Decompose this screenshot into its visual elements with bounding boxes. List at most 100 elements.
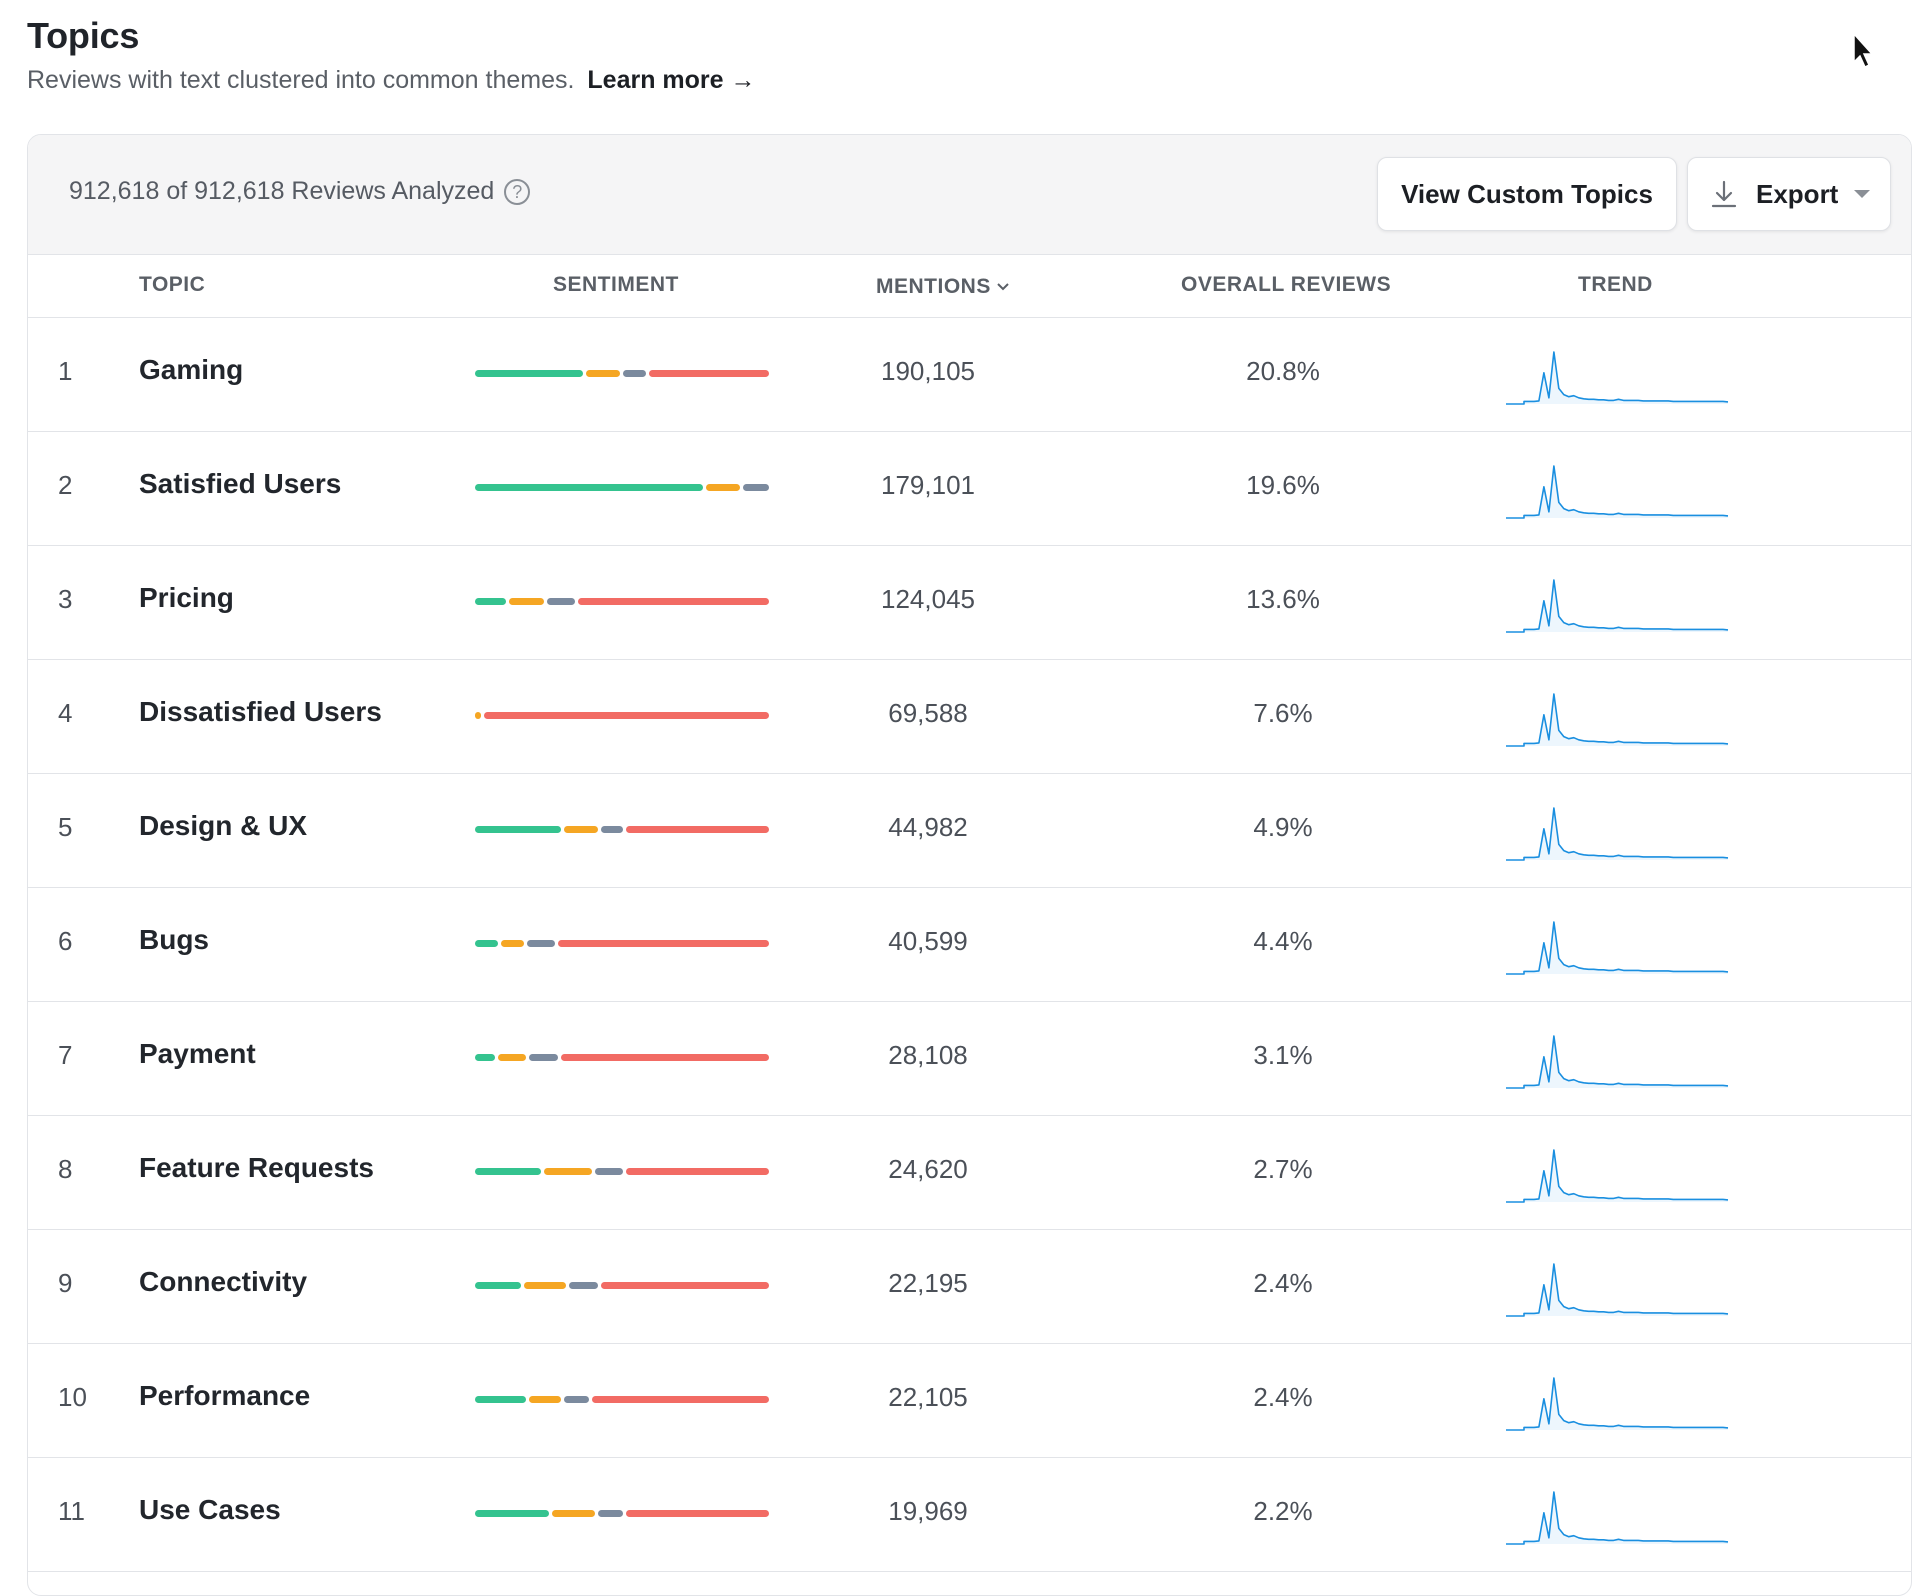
table-row[interactable]: 1 Gaming 190,105 20.8%	[28, 318, 1911, 432]
help-icon[interactable]: ?	[504, 178, 531, 205]
trend-line	[1506, 921, 1729, 975]
sentiment-segment-positive	[475, 826, 561, 833]
topics-card: 912,618 of 912,618 Reviews Analyzed ? Vi…	[27, 134, 1912, 1596]
mentions-value: 40,599	[888, 926, 968, 956]
column-header-mentions[interactable]: MENTIONS	[876, 275, 1009, 299]
sentiment-segment-neutral	[546, 598, 576, 605]
trend-line	[1506, 807, 1729, 861]
trend-line	[1506, 1035, 1729, 1089]
topic-name[interactable]: Performance	[139, 1380, 311, 1411]
table-row[interactable]: 11 Use Cases 19,969 2.2%	[28, 1458, 1911, 1572]
column-header-overall-reviews[interactable]: OVERALL REVIEWS	[1181, 273, 1392, 296]
table-row[interactable]: 8 Feature Requests 24,620 2.7%	[28, 1116, 1911, 1230]
sentiment-segment-neutral	[623, 370, 647, 377]
table-row[interactable]: 10 Performance 22,105 2.4%	[28, 1344, 1911, 1458]
learn-more-link[interactable]: Learn more →	[587, 66, 756, 94]
topic-name[interactable]: Bugs	[139, 924, 209, 955]
trend-line	[1506, 693, 1729, 747]
table-row[interactable]: 2 Satisfied Users 179,101 19.6%	[28, 432, 1911, 546]
trend-sparkline[interactable]	[1481, 576, 1757, 636]
trend-line	[1506, 351, 1729, 405]
sentiment-bar[interactable]	[475, 940, 769, 947]
topic-rank: 1	[58, 356, 73, 386]
table-row[interactable]: 3 Pricing 124,045 13.6%	[28, 546, 1911, 660]
mentions-value: 69,588	[888, 698, 968, 728]
view-custom-topics-button[interactable]: View Custom Topics	[1377, 157, 1677, 231]
sentiment-segment-neutral	[597, 1510, 624, 1517]
trend-sparkline[interactable]	[1481, 462, 1757, 522]
mentions-value: 44,982	[888, 812, 968, 842]
sentiment-segment-negative	[578, 598, 769, 605]
sentiment-segment-neutral	[600, 826, 624, 833]
trend-sparkline[interactable]	[1481, 1374, 1757, 1434]
topic-name[interactable]: Connectivity	[139, 1266, 308, 1297]
mentions-value: 124,045	[881, 584, 975, 614]
overall-reviews-value: 2.4%	[1253, 1382, 1313, 1412]
download-icon	[1711, 180, 1737, 208]
sentiment-bar[interactable]	[475, 1054, 769, 1061]
topic-name[interactable]: Design & UX	[139, 810, 308, 841]
topic-name[interactable]: Pricing	[139, 582, 234, 613]
sentiment-bar[interactable]	[475, 1282, 769, 1289]
trend-sparkline[interactable]	[1481, 1260, 1757, 1320]
table-row[interactable]: 4 Dissatisfied Users 69,588 7.6%	[28, 660, 1911, 774]
column-header-trend: TREND	[1578, 273, 1653, 296]
column-header-mentions-label: MENTIONS	[876, 275, 991, 298]
sentiment-segment-negative	[483, 712, 769, 719]
mentions-value: 19,969	[888, 1496, 968, 1526]
trend-sparkline[interactable]	[1481, 690, 1757, 750]
sentiment-segment-positive	[475, 484, 703, 491]
trend-sparkline[interactable]	[1481, 1146, 1757, 1206]
column-header-topic[interactable]: TOPIC	[139, 273, 206, 296]
overall-reviews-value: 2.2%	[1253, 1496, 1313, 1526]
sentiment-segment-mixed	[475, 712, 481, 719]
overall-reviews-value: 20.8%	[1246, 356, 1320, 386]
trend-sparkline[interactable]	[1481, 804, 1757, 864]
sentiment-segment-neutral	[594, 1168, 624, 1175]
sentiment-bar[interactable]	[475, 370, 769, 377]
topic-name[interactable]: Satisfied Users	[139, 468, 342, 499]
sentiment-segment-mixed	[586, 370, 621, 377]
overall-reviews-value: 2.4%	[1253, 1268, 1313, 1298]
sentiment-segment-neutral	[743, 484, 769, 491]
sentiment-bar[interactable]	[475, 1168, 769, 1175]
topic-rank: 4	[58, 698, 73, 728]
table-header: TOPIC SENTIMENT MENTIONS OVERALL REVIEWS…	[28, 255, 1911, 318]
sentiment-bar[interactable]	[475, 1396, 769, 1403]
sentiment-segment-mixed	[509, 598, 544, 605]
sentiment-segment-mixed	[705, 484, 741, 491]
sentiment-bar[interactable]	[475, 826, 769, 833]
topic-name[interactable]: Use Cases	[139, 1494, 281, 1525]
sentiment-segment-negative	[560, 1054, 769, 1061]
sentiment-segment-negative	[626, 1510, 769, 1517]
sentiment-bar[interactable]	[475, 484, 769, 491]
topic-name[interactable]: Feature Requests	[139, 1152, 374, 1183]
topic-name[interactable]: Payment	[139, 1038, 256, 1069]
trend-sparkline[interactable]	[1481, 1032, 1757, 1092]
topic-name[interactable]: Gaming	[139, 354, 244, 385]
sentiment-bar[interactable]	[475, 598, 769, 605]
sentiment-bar[interactable]	[475, 712, 769, 719]
trend-sparkline[interactable]	[1481, 348, 1757, 408]
topic-name[interactable]: Dissatisfied Users	[139, 696, 382, 727]
export-button[interactable]: Export	[1687, 157, 1891, 231]
trend-sparkline[interactable]	[1481, 1488, 1757, 1548]
export-label: Export	[1756, 178, 1839, 209]
sentiment-segment-positive	[475, 598, 507, 605]
table-row[interactable]: 9 Connectivity 22,195 2.4%	[28, 1230, 1911, 1344]
sentiment-segment-positive	[475, 1282, 521, 1289]
trend-sparkline[interactable]	[1481, 918, 1757, 978]
column-header-sentiment[interactable]: SENTIMENT	[553, 273, 679, 296]
sentiment-segment-mixed	[523, 1282, 567, 1289]
topic-rank: 5	[58, 812, 73, 842]
sentiment-segment-negative	[626, 1168, 769, 1175]
page-title: Topics	[27, 15, 140, 56]
table-row[interactable]: 6 Bugs 40,599 4.4%	[28, 888, 1911, 1002]
sentiment-segment-positive	[475, 1396, 527, 1403]
topic-rank: 9	[58, 1268, 73, 1298]
table-row[interactable]: 7 Payment 28,108 3.1%	[28, 1002, 1911, 1116]
mentions-value: 190,105	[881, 356, 975, 386]
topic-rank: 8	[58, 1154, 73, 1184]
table-row[interactable]: 5 Design & UX 44,982 4.9%	[28, 774, 1911, 888]
sentiment-bar[interactable]	[475, 1510, 769, 1517]
